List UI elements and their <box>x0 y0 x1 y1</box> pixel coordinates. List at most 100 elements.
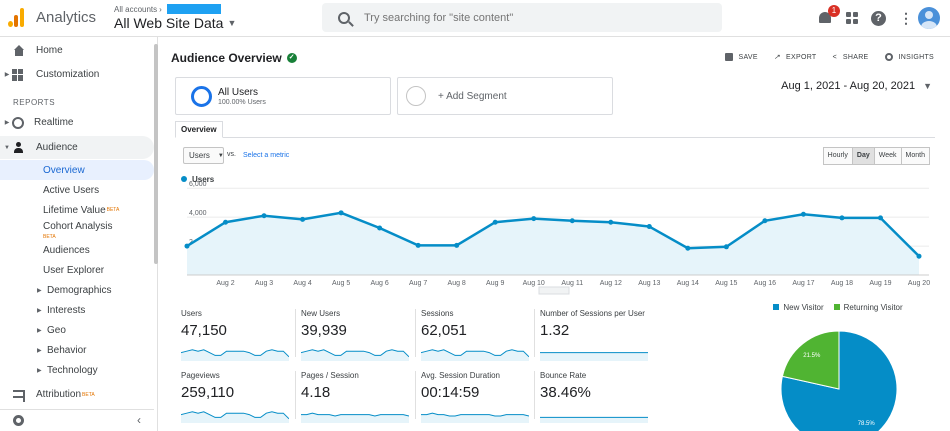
top-bar: Analytics All accounts › All Web Site Da… <box>0 0 950 37</box>
add-segment-button[interactable]: + Add Segment <box>397 77 613 115</box>
share-button[interactable]: < SHARE <box>833 53 869 61</box>
data-point[interactable] <box>800 211 806 217</box>
x-tick-label: Aug 9 <box>486 280 504 287</box>
data-point[interactable] <box>569 218 575 224</box>
metric-bounce-rate[interactable]: Bounce Rate 38.46% <box>540 371 653 423</box>
sidebar-item-realtime[interactable]: ▶ Realtime <box>0 111 154 134</box>
sparkline-area <box>540 417 648 423</box>
metric-pages-session[interactable]: Pages / Session 4.18 <box>301 371 414 423</box>
customization-icon <box>12 68 26 81</box>
accounts-breadcrumb[interactable]: All accounts › <box>114 4 221 14</box>
data-point[interactable] <box>839 215 845 221</box>
sidebar-item-label: Technology <box>47 364 98 376</box>
data-point[interactable] <box>184 243 190 249</box>
granularity-week-button[interactable]: Week <box>873 147 902 165</box>
avatar[interactable] <box>918 7 940 29</box>
metric-new-users[interactable]: New Users 39,939 <box>301 309 414 361</box>
data-point[interactable] <box>261 213 267 219</box>
users-line <box>186 211 920 258</box>
sparkline-line <box>301 349 409 358</box>
search-input[interactable] <box>364 11 664 24</box>
date-range-picker[interactable]: Aug 1, 2021 - Aug 20, 2021 ▼ <box>781 80 932 92</box>
metric-dropdown[interactable]: Users ▼ <box>183 147 224 164</box>
export-button[interactable]: ↗ EXPORT <box>774 53 817 62</box>
tab-overview[interactable]: Overview <box>175 121 223 138</box>
sidebar-item-home[interactable]: Home <box>0 39 154 62</box>
sidebar-item-demographics[interactable]: ▶ Demographics <box>0 280 154 300</box>
property-selector[interactable]: All Web Site Data ▼ <box>114 15 236 31</box>
metric-value: 259,110 <box>181 384 235 401</box>
data-point[interactable] <box>916 253 922 259</box>
collapse-sidebar-icon[interactable]: ‹ <box>137 413 141 427</box>
gear-icon[interactable] <box>13 415 24 426</box>
expand-triangle-icon: ▶ <box>37 307 42 314</box>
data-point[interactable] <box>723 244 729 250</box>
sidebar-item-behavior[interactable]: ▶ Behavior <box>0 340 154 360</box>
data-point[interactable] <box>877 215 883 221</box>
data-point[interactable] <box>377 225 383 231</box>
sidebar-item-user-explorer[interactable]: User Explorer <box>43 264 105 276</box>
verified-check-icon: ✓ <box>286 53 297 63</box>
metric-pageviews[interactable]: Pageviews 259,110 <box>181 371 294 423</box>
header-actions: 1 ? ⋮ <box>817 5 940 29</box>
data-point[interactable] <box>531 216 537 222</box>
segment-all-users[interactable]: All Users 100.00% Users <box>175 77 391 115</box>
beta-badge: BETA <box>82 391 95 398</box>
pie-slice-returning-visitor[interactable] <box>781 330 840 390</box>
metric-divider <box>415 309 416 357</box>
date-range-label: Aug 1, 2021 - Aug 20, 2021 <box>781 80 916 92</box>
data-point[interactable] <box>685 245 691 251</box>
sidebar-item-active-users[interactable]: Active Users <box>43 184 100 196</box>
legend-returning-visitor[interactable]: Returning Visitor <box>833 303 903 312</box>
sidebar-item-audiences[interactable]: Audiences <box>43 244 90 256</box>
data-point[interactable] <box>415 242 421 248</box>
chart-legend[interactable]: Users <box>181 175 215 184</box>
metric-sessions[interactable]: Sessions 62,051 <box>421 309 534 361</box>
more-vert-icon[interactable]: ⋮ <box>899 10 913 26</box>
chevron-right-icon: › <box>159 4 162 14</box>
data-point[interactable] <box>454 242 460 248</box>
data-point[interactable] <box>646 224 652 230</box>
sparkline-area <box>181 411 289 423</box>
sidebar-item-attribution[interactable]: Attribution BETA <box>0 383 154 406</box>
sidebar-item-cohort-analysis[interactable]: Cohort Analysis BETA <box>43 221 112 243</box>
select-metric-link[interactable]: Select a metric <box>243 152 290 159</box>
chart-resize-handle[interactable] <box>538 286 570 295</box>
sidebar-item-geo[interactable]: ▶ Geo <box>0 320 154 340</box>
metric-divider <box>415 371 416 419</box>
sidebar-item-customization[interactable]: ▶ Customization <box>0 63 154 86</box>
reports-section-label: REPORTS <box>13 98 56 107</box>
sidebar-item-lifetime-value[interactable]: Lifetime Value BETA <box>0 200 154 220</box>
insights-button[interactable]: INSIGHTS <box>884 53 934 61</box>
granularity-day-button[interactable]: Day <box>851 147 875 165</box>
metric-avg-session-duration[interactable]: Avg. Session Duration 00:14:59 <box>421 371 534 423</box>
sidebar-item-overview[interactable]: Overview <box>0 160 154 180</box>
data-point[interactable] <box>338 210 344 216</box>
apps-grid-icon[interactable] <box>846 12 858 24</box>
pie-slice-new-visitor[interactable] <box>780 330 898 431</box>
data-point[interactable] <box>223 219 229 225</box>
sidebar-item-interests[interactable]: ▶ Interests <box>0 300 154 320</box>
data-point[interactable] <box>608 219 614 225</box>
save-button[interactable]: SAVE <box>724 53 758 61</box>
granularity-hourly-button[interactable]: Hourly <box>822 147 853 165</box>
analytics-logo-icon[interactable] <box>8 8 26 27</box>
sidebar-footer: ‹ <box>0 409 154 431</box>
granularity-month-button[interactable]: Month <box>900 147 930 165</box>
help-icon[interactable]: ? <box>871 10 886 26</box>
sidebar-item-technology[interactable]: ▶ Technology <box>0 360 154 380</box>
empty-segment-ring-icon <box>406 86 426 106</box>
sidebar-item-audience[interactable]: ▼ Audience <box>0 136 154 159</box>
metric-label: Number of Sessions per User <box>540 309 645 318</box>
legend-new-visitor[interactable]: New Visitor <box>773 303 824 312</box>
sidebar-scrollbar[interactable] <box>154 44 158 264</box>
search-bar[interactable] <box>322 3 722 32</box>
segment-name: All Users <box>218 86 259 98</box>
data-point[interactable] <box>762 218 768 224</box>
notifications-bell-icon[interactable]: 1 <box>817 5 840 26</box>
metric-users[interactable]: Users 47,150 <box>181 309 294 361</box>
data-point[interactable] <box>300 216 306 222</box>
metric-number-of-sessions-per-user[interactable]: Number of Sessions per User 1.32 <box>540 309 653 361</box>
data-point[interactable] <box>492 219 498 225</box>
